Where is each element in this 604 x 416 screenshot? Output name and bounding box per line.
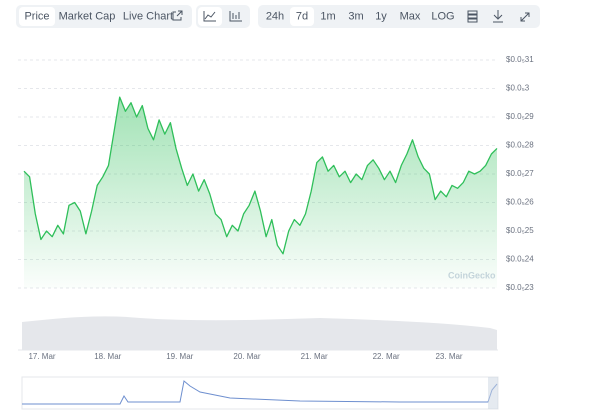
fullscreen-icon[interactable] bbox=[520, 12, 530, 22]
x-tick-label: 19. Mar bbox=[166, 352, 193, 361]
x-tick-label: 22. Mar bbox=[373, 352, 400, 361]
tab[interactable]: Market Cap bbox=[59, 10, 116, 22]
area bbox=[24, 97, 497, 288]
volume-bars bbox=[22, 316, 497, 350]
price-line bbox=[23, 96, 498, 255]
y-tick-label: $0.0₅25 bbox=[506, 226, 534, 235]
x-tick-label: 17. Mar bbox=[28, 352, 55, 361]
x-tick-label: 18. Mar bbox=[94, 352, 121, 361]
tab-active bbox=[19, 7, 55, 26]
range-button[interactable]: LOG bbox=[431, 10, 454, 22]
range-button[interactable]: 3m bbox=[348, 10, 363, 22]
y-tick-label: $0.0₅28 bbox=[506, 141, 534, 150]
navigator-window[interactable] bbox=[488, 377, 498, 409]
y-tick-label: $0.0₅29 bbox=[506, 112, 534, 121]
y-tick-label: $0.0₅24 bbox=[506, 255, 534, 264]
candle-icon[interactable] bbox=[229, 11, 242, 22]
y-tick-label: $0.0₅23 bbox=[506, 283, 534, 292]
range-active bbox=[290, 7, 314, 26]
range-button[interactable]: Max bbox=[400, 10, 421, 22]
tab-group bbox=[16, 5, 192, 28]
range-button[interactable]: 7d bbox=[296, 10, 308, 22]
y-tick-label: $0.0₅27 bbox=[506, 169, 534, 178]
range-button[interactable]: 1m bbox=[320, 10, 335, 22]
table-icon[interactable] bbox=[467, 10, 478, 23]
line-icon bbox=[203, 11, 216, 22]
external-icon bbox=[172, 10, 183, 21]
x-tick-label: 21. Mar bbox=[301, 352, 328, 361]
range-button[interactable]: 24h bbox=[266, 10, 284, 22]
y-tick-label: $0.0₅31 bbox=[506, 55, 534, 64]
x-tick-label: 23. Mar bbox=[435, 352, 462, 361]
tab[interactable]: Live Chart bbox=[123, 10, 173, 22]
download-icon[interactable] bbox=[493, 10, 503, 23]
x-tick-label: 20. Mar bbox=[233, 352, 260, 361]
y-tick-label: $0.0₅26 bbox=[506, 198, 534, 207]
range-button[interactable]: 1y bbox=[375, 10, 387, 22]
navigator-line bbox=[22, 380, 498, 405]
tab[interactable]: Price bbox=[24, 10, 49, 22]
y-tick-label: $0.0₅3 bbox=[506, 84, 530, 93]
